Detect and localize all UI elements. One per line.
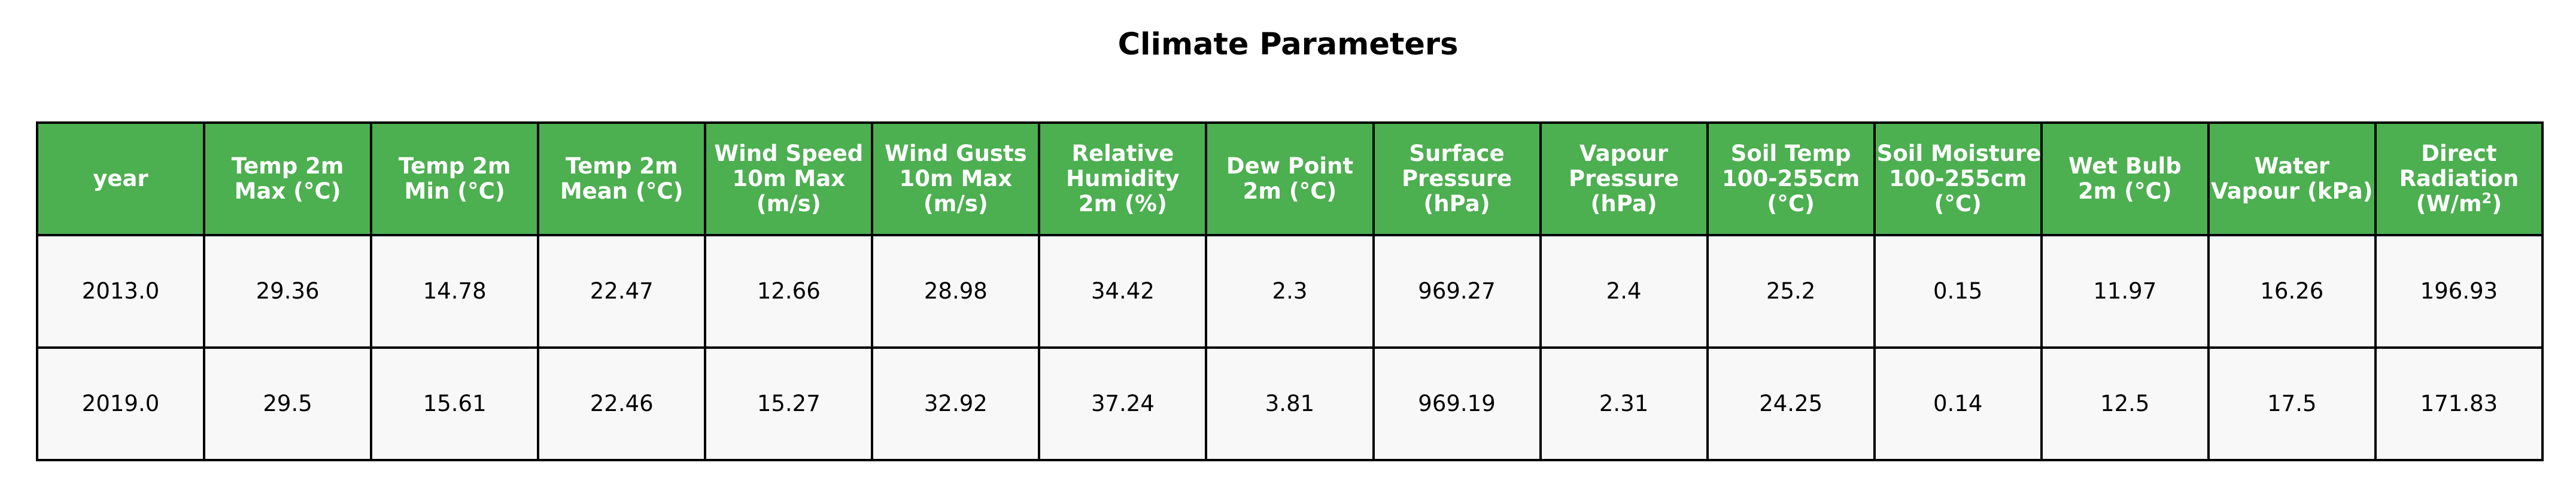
table-cell: 969.27	[1372, 234, 1542, 349]
column-header: Water Vapour (kPa)	[2207, 121, 2377, 236]
header-label-line: Temp 2m	[565, 153, 678, 179]
column-header: Temp 2m Mean (°C)	[537, 121, 707, 236]
table-cell: 24.25	[1706, 346, 1876, 461]
table-cell: 2.31	[1539, 346, 1709, 461]
header-label-line: (m/s)	[756, 191, 821, 217]
header-label-line: 100-255cm	[1889, 166, 2027, 191]
column-header: Wind Speed 10m Max (m/s)	[704, 121, 874, 236]
header-label-line: (m/s)	[923, 191, 988, 217]
header-label-line: (°C)	[1934, 191, 1982, 217]
year-cell: 2019.0	[35, 346, 206, 461]
chart-title: Climate Parameters	[1117, 27, 1459, 62]
table-cell: 34.42	[1038, 234, 1208, 349]
header-label-line: Humidity	[1066, 166, 1180, 191]
header-label-line: 100-255cm	[1722, 166, 1860, 191]
table-cell: 969.19	[1372, 346, 1542, 461]
table-cell: 16.26	[2207, 234, 2377, 349]
table-cell: 196.93	[2374, 234, 2544, 349]
header-label-line: year	[93, 166, 148, 191]
table-row: 2019.0 29.5 15.61 22.46 15.27 32.92 37.24 3.81 9…	[35, 346, 2544, 461]
header-label-line: Max (°C)	[234, 178, 341, 204]
header-label-line: Vapour (kPa)	[2211, 178, 2373, 204]
header-label-line: (°C)	[1767, 191, 1815, 217]
header-label-line: Wet Bulb	[2068, 153, 2182, 179]
column-header: Temp 2m Max (°C)	[203, 121, 373, 236]
header-label-line: 2m (°C)	[2077, 178, 2172, 204]
table-cell: 12.5	[2040, 346, 2210, 461]
header-unit-superscript: 2	[2481, 190, 2492, 207]
header-label-line: Radiation	[2399, 166, 2519, 191]
table-cell: 25.2	[1706, 234, 1876, 349]
table-cell: 28.98	[871, 234, 1041, 349]
table-cell: 22.47	[537, 234, 707, 349]
table-cell: 32.92	[871, 346, 1041, 461]
table-row: 2013.0 29.36 14.78 22.47 12.66 28.98 34.42 2.3 9…	[35, 234, 2544, 349]
header-unit-base: (W/m	[2416, 191, 2482, 217]
header-label-line: Min (°C)	[404, 178, 505, 204]
table-cell: 171.83	[2374, 346, 2544, 461]
column-header: Vapour Pressure (hPa)	[1539, 121, 1709, 236]
header-label-line: Temp 2m	[231, 153, 344, 179]
header-label-line: Wind Gusts	[885, 141, 1027, 166]
table-cell: 0.14	[1873, 346, 2043, 461]
header-label-line: (W/m2)	[2378, 191, 2540, 217]
header-label-line: Relative	[1071, 141, 1174, 166]
header-label-line: Mean (°C)	[560, 178, 684, 204]
table-cell: 12.66	[704, 234, 874, 349]
data-table-container: year Temp 2m Max (°C) Temp 2m Min (°C) Temp 2…	[35, 121, 2544, 461]
year-cell: 2013.0	[35, 234, 206, 349]
column-header: year	[35, 121, 206, 236]
header-label-line: Wind Speed	[714, 141, 864, 166]
header-label-line: 10m Max	[732, 166, 846, 191]
table-cell: 29.5	[203, 346, 373, 461]
table-cell: 14.78	[370, 234, 540, 349]
table-body: 2013.0 29.36 14.78 22.47 12.66 28.98 34.42 2.3 9…	[35, 234, 2544, 461]
column-header: Dew Point 2m (°C)	[1205, 121, 1375, 236]
header-label-line: 2m (%)	[1078, 191, 1167, 217]
table-cell: 3.81	[1205, 346, 1375, 461]
column-header: Wet Bulb 2m (°C)	[2040, 121, 2210, 236]
column-header: Soil Temp 100-255cm (°C)	[1706, 121, 1876, 236]
table-cell: 2.4	[1539, 234, 1709, 349]
column-header: Relative Humidity 2m (%)	[1038, 121, 1208, 236]
climate-parameters-table: year Temp 2m Max (°C) Temp 2m Min (°C) Temp 2…	[35, 121, 2544, 461]
header-label-line: Water	[2254, 153, 2330, 179]
header-label-line: Surface	[1409, 141, 1505, 166]
column-header: Direct Radiation (W/m2)	[2374, 121, 2544, 236]
table-cell: 29.36	[203, 234, 373, 349]
header-label-line: (hPa)	[1590, 191, 1657, 217]
column-header: Surface Pressure (hPa)	[1372, 121, 1542, 236]
header-label-line: 2m (°C)	[1243, 178, 1337, 204]
header-label-line: Pressure	[1401, 166, 1512, 191]
header-unit-tail: )	[2492, 191, 2502, 217]
header-label-line: Soil Temp	[1730, 141, 1851, 166]
table-cell: 11.97	[2040, 234, 2210, 349]
header-label-line: (hPa)	[1423, 191, 1490, 217]
header-label-line: Dew Point	[1226, 153, 1354, 179]
column-header: Wind Gusts 10m Max (m/s)	[871, 121, 1041, 236]
header-label-line: Pressure	[1569, 166, 1679, 191]
table-cell: 2.3	[1205, 234, 1375, 349]
table-cell: 15.27	[704, 346, 874, 461]
header-label-line: Direct	[2421, 141, 2497, 166]
header-row: year Temp 2m Max (°C) Temp 2m Min (°C) Temp 2…	[35, 121, 2544, 236]
table-cell: 37.24	[1038, 346, 1208, 461]
table-cell: 22.46	[537, 346, 707, 461]
table-cell: 15.61	[370, 346, 540, 461]
table-cell: 17.5	[2207, 346, 2377, 461]
header-label-line: Temp 2m	[398, 153, 511, 179]
header-label-line: Soil Moisture	[1876, 141, 2042, 166]
header-label-line: Vapour	[1579, 141, 1669, 166]
column-header: Temp 2m Min (°C)	[370, 121, 540, 236]
header-label-line: 10m Max	[899, 166, 1013, 191]
column-header: Soil Moisture 100-255cm (°C)	[1873, 121, 2043, 236]
table-cell: 0.15	[1873, 234, 2043, 349]
